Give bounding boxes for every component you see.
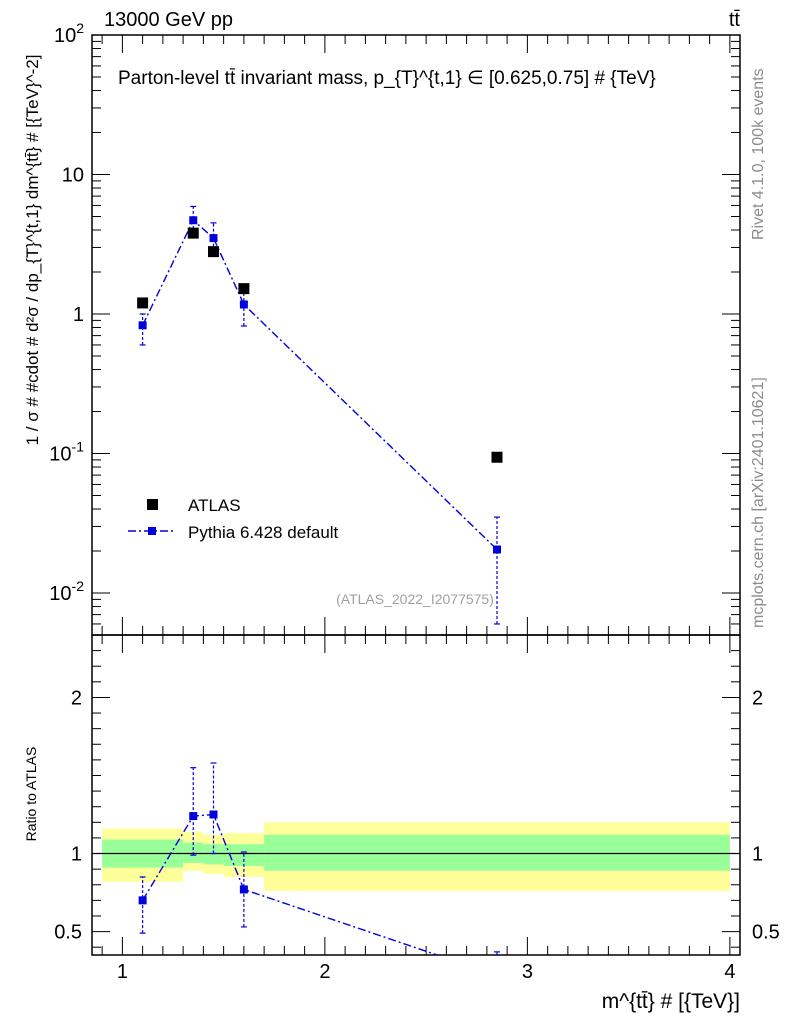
watermark-label: (ATLAS_2022_I2077575) (336, 591, 494, 607)
legend-pythia-marker (148, 527, 156, 535)
atlas-point (491, 451, 503, 463)
y-tick-label-ratio: 2 (71, 687, 82, 709)
x-tick-label: 3 (522, 961, 533, 983)
ratio-point (189, 812, 198, 821)
ratio-panel: Ratio to ATLAS m^{tt̄} # [{TeV}] 0.5 0.5 1… (23, 634, 780, 1013)
ratio-clipped (138, 762, 501, 979)
y-tick-label-ratio-right: 2 (752, 687, 763, 709)
ratio-point (209, 810, 218, 819)
y-tick-label-ratio: 0.5 (54, 922, 82, 944)
main-panel: (ATLAS_2022_I2077575) Parton-level tt̄ i… (23, 20, 741, 636)
y-tick-label-ratio: 1 (71, 844, 82, 866)
pythia-point (138, 321, 147, 330)
ratio-marks (138, 762, 501, 979)
energy-label: 13000 GeV pp (104, 9, 233, 31)
mcplots-label: mcplots.cern.ch [arXiv:2401.10621] (750, 377, 767, 628)
ratio-point (493, 971, 501, 979)
legend-pythia-label: Pythia 6.428 default (188, 523, 339, 542)
y-tick-label-ratio-right: 1 (752, 844, 763, 866)
ratio-xlabel: m^{tt̄} # [{TeV}] (602, 990, 740, 1013)
x-tick-label: 1 (117, 961, 128, 983)
band-inner (203, 844, 224, 865)
y-tick-label-main: 1 (73, 304, 84, 326)
main-title: Parton-level tt̄ invariant mass, p_{T}^{… (118, 68, 656, 89)
x-tick-label: 2 (319, 961, 330, 983)
atlas-point (187, 227, 199, 239)
legend-atlas-label: ATLAS (188, 496, 241, 515)
ratio-point (138, 896, 147, 905)
main-ticks: 10-2 10-1 1 10 102 (49, 20, 740, 636)
x-tick-label: 4 (724, 961, 735, 983)
process-label: tt̄ (729, 9, 741, 31)
ratio-ticks: 0.5 0.5 1 1 2 2 1 2 3 4 (54, 634, 780, 983)
y-tick-label-ratio-right: 0.5 (752, 922, 780, 944)
y-tick-label-main: 10 (62, 165, 84, 187)
legend-atlas-marker (147, 499, 158, 510)
pythia-point (189, 216, 198, 225)
ratio-plot-frame (91, 634, 741, 956)
pythia-point (239, 300, 248, 309)
main-ylabel: 1 / σ # #cdot # d²σ / dp_{T}^{t,1} dm^{t… (23, 55, 42, 446)
y-tick-label-main: 102 (54, 20, 84, 47)
atlas-point (208, 246, 219, 258)
ratio-point (239, 885, 248, 894)
main-plot-frame (91, 34, 741, 636)
ratio-ylabel: Ratio to ATLAS (23, 747, 39, 842)
y-tick-label-main: 10-2 (49, 578, 84, 605)
ratio-bands (92, 822, 740, 891)
pythia-point (209, 234, 218, 243)
y-tick-label-main: 10-1 (49, 439, 84, 466)
legend: ATLAS Pythia 6.428 default (128, 496, 339, 542)
main-marks (137, 205, 503, 625)
atlas-point (238, 283, 250, 295)
band-inner (264, 834, 730, 871)
pythia-point (493, 545, 501, 554)
atlas-point (137, 297, 149, 309)
rivet-version-label: Rivet 4.1.0, 100k events (750, 68, 767, 240)
